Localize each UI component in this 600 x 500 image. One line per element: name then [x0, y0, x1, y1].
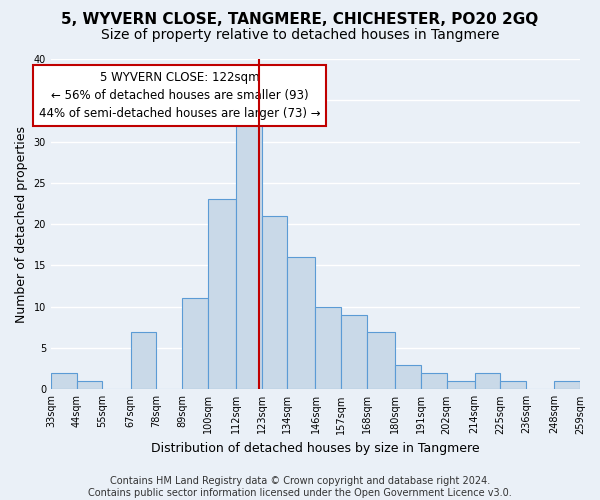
Text: Size of property relative to detached houses in Tangmere: Size of property relative to detached ho… — [101, 28, 499, 42]
Bar — [131, 332, 156, 390]
Bar — [395, 364, 421, 390]
Y-axis label: Number of detached properties: Number of detached properties — [15, 126, 28, 322]
Bar — [208, 200, 236, 390]
Bar — [182, 298, 208, 390]
Bar — [500, 381, 526, 390]
Bar — [421, 373, 446, 390]
Bar — [554, 381, 580, 390]
Bar — [51, 373, 77, 390]
Text: 5 WYVERN CLOSE: 122sqm
← 56% of detached houses are smaller (93)
44% of semi-det: 5 WYVERN CLOSE: 122sqm ← 56% of detached… — [39, 72, 320, 120]
Bar — [77, 381, 103, 390]
Text: 5, WYVERN CLOSE, TANGMERE, CHICHESTER, PO20 2GQ: 5, WYVERN CLOSE, TANGMERE, CHICHESTER, P… — [61, 12, 539, 26]
Bar — [367, 332, 395, 390]
X-axis label: Distribution of detached houses by size in Tangmere: Distribution of detached houses by size … — [151, 442, 480, 455]
Bar — [475, 373, 500, 390]
Bar — [341, 315, 367, 390]
Text: Contains HM Land Registry data © Crown copyright and database right 2024.
Contai: Contains HM Land Registry data © Crown c… — [88, 476, 512, 498]
Bar — [446, 381, 475, 390]
Bar — [316, 306, 341, 390]
Bar — [262, 216, 287, 390]
Bar — [236, 117, 262, 390]
Bar — [287, 257, 316, 390]
